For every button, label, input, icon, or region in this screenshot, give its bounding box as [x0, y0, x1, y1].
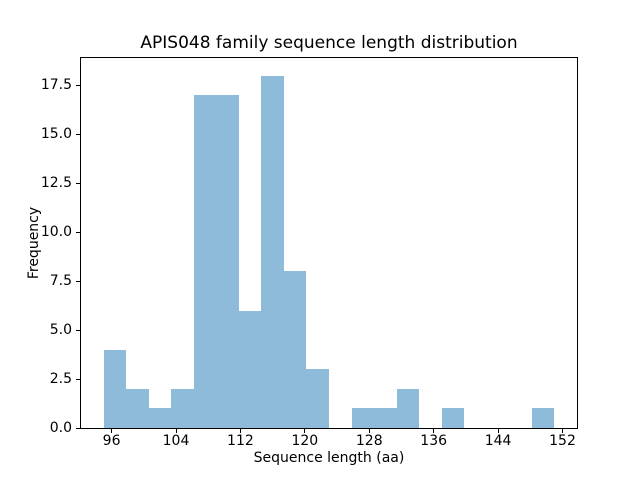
- x-tick-mark: [368, 429, 370, 433]
- y-axis-label: Frequency: [26, 206, 42, 280]
- histogram-bar: [193, 95, 217, 428]
- y-tick-label: 2.5: [49, 370, 72, 387]
- histogram-bar: [126, 388, 149, 428]
- y-tick-label: 0.0: [49, 419, 72, 436]
- y-tick-label: 12.5: [40, 174, 72, 191]
- chart-title: APIS048 family sequence length distribut…: [140, 33, 518, 53]
- x-tick-label: 144: [484, 433, 512, 449]
- x-tick-label: 128: [355, 433, 383, 449]
- x-tick-mark: [433, 429, 435, 433]
- histogram-bar: [351, 408, 375, 428]
- x-tick-mark: [304, 429, 306, 433]
- y-tick-label: 5.0: [49, 321, 72, 338]
- histogram-bar: [441, 408, 465, 428]
- x-tick-label: 120: [291, 433, 319, 449]
- histogram-bar: [531, 408, 555, 428]
- histogram-bar: [396, 388, 420, 428]
- x-tick-mark: [111, 429, 113, 433]
- histogram-bar: [216, 95, 239, 428]
- plot-area: [80, 57, 578, 429]
- bars-layer: [81, 58, 577, 428]
- x-tick-label: 152: [549, 433, 576, 449]
- y-tick-label: 15.0: [40, 125, 72, 142]
- x-tick-mark: [562, 429, 563, 433]
- histogram-bar: [283, 271, 307, 428]
- x-tick-mark: [239, 429, 241, 433]
- x-tick-mark: [497, 429, 499, 433]
- histogram-bar: [238, 310, 262, 428]
- x-tick-label: 136: [420, 433, 448, 449]
- histogram-bar: [103, 349, 127, 428]
- x-tick-mark: [175, 429, 177, 433]
- histogram-bar: [306, 369, 329, 428]
- histogram-bar: [171, 388, 194, 428]
- x-axis-label: Sequence length (aa): [253, 450, 405, 466]
- histogram-bar: [148, 408, 172, 428]
- x-tick-label: 96: [102, 433, 121, 449]
- histogram-bar: [374, 408, 397, 428]
- x-tick-label: 104: [162, 433, 190, 449]
- y-tick-label: 17.5: [40, 76, 72, 93]
- x-tick-label: 112: [227, 433, 254, 449]
- histogram-bar: [261, 75, 284, 428]
